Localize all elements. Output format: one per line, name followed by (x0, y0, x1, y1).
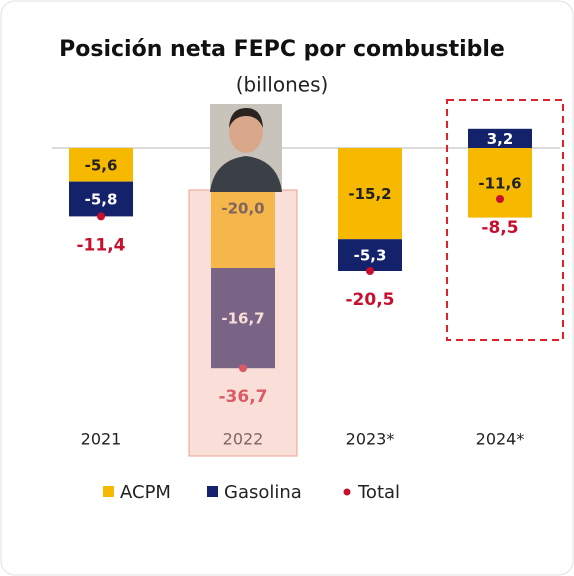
value-label: -5,3 (354, 247, 387, 265)
legend-label: ACPM (120, 482, 171, 503)
legend-label: Total (357, 482, 400, 503)
legend-label: Gasolina (224, 482, 302, 503)
total-label: -20,5 (346, 290, 395, 310)
x-tick-label: 2024* (476, 430, 525, 449)
x-tick-label: 2021 (81, 430, 122, 449)
highlight-2022 (189, 190, 297, 456)
legend-swatch (344, 489, 351, 496)
value-label: -5,8 (85, 191, 118, 209)
total-dot (97, 212, 105, 220)
photo (210, 104, 282, 192)
value-label: -5,6 (85, 156, 118, 174)
total-label: -8,5 (481, 218, 518, 238)
chart: Posición neta FEPC por combustible (bill… (0, 0, 574, 576)
legend-swatch (207, 486, 218, 497)
value-label: 3,2 (487, 130, 514, 148)
total-dot (496, 195, 504, 203)
chart-subtitle: (billones) (236, 73, 329, 97)
legend-swatch (103, 486, 114, 497)
value-label: -11,6 (478, 174, 521, 192)
x-tick-label: 2023* (346, 430, 395, 449)
chart-title: Posición neta FEPC por combustible (59, 37, 505, 62)
value-label: -15,2 (348, 185, 391, 203)
total-label: -11,4 (77, 235, 126, 255)
total-dot (366, 267, 374, 275)
